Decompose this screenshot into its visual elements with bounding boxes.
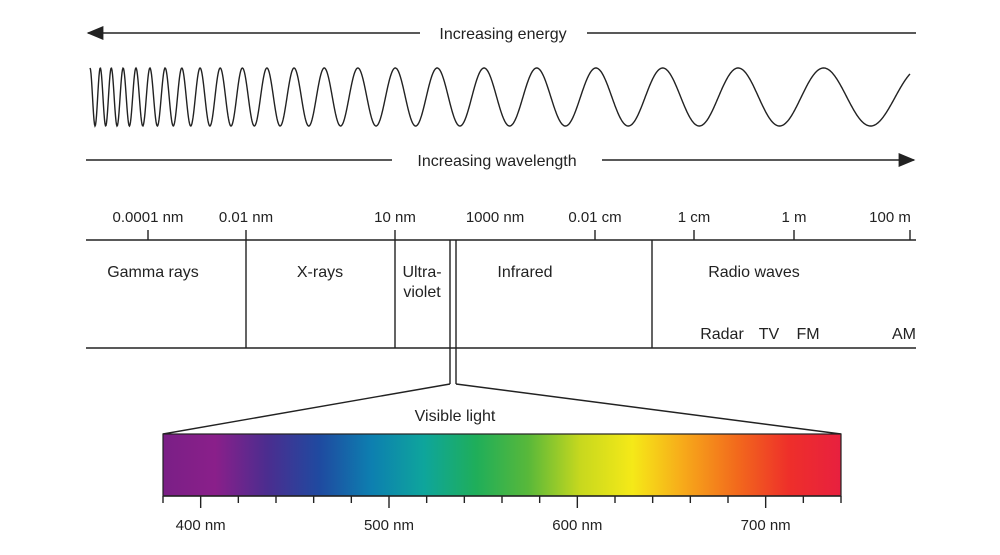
tick-label-1: 0.01 nm: [219, 209, 273, 226]
band-radio: Radio waves: [708, 264, 800, 281]
radio-subband-tv: TV: [759, 326, 780, 343]
visible-tick-label-700: 700 nm: [741, 517, 791, 534]
wavelength-arrow: Increasing wavelength: [86, 153, 916, 170]
tick-label-4: 0.01 cm: [568, 209, 621, 226]
band-uv-line1: Ultra-: [402, 264, 441, 281]
energy-arrow: Increasing energy: [86, 26, 916, 43]
tick-label-3: 1000 nm: [466, 209, 524, 226]
tick-label-2: 10 nm: [374, 209, 416, 226]
radio-subband-fm: FM: [796, 326, 819, 343]
visible-spectrum-bar: [162, 433, 842, 497]
band-xrays: X-rays: [297, 264, 343, 281]
radio-subband-am: AM: [892, 326, 916, 343]
tick-label-0: 0.0001 nm: [113, 209, 184, 226]
band-gamma: Gamma rays: [107, 264, 199, 281]
visible-zoom-lines: [162, 383, 842, 435]
tick-label-7: 100 m: [869, 209, 911, 226]
em-wave: [89, 66, 911, 128]
visible-tick-label-400: 400 nm: [176, 517, 226, 534]
visible-scale-ticks: [162, 496, 842, 508]
band-uv-line2: violet: [403, 284, 441, 301]
visible-tick-label-600: 600 nm: [552, 517, 602, 534]
band-infrared: Infrared: [497, 264, 552, 281]
wavelength-label: Increasing wavelength: [417, 153, 576, 170]
tick-label-6: 1 m: [781, 209, 806, 226]
scale-tick-labels: 0.0001 nm 0.01 nm 10 nm 1000 nm 0.01 cm …: [113, 209, 911, 226]
visible-light-label: Visible light: [415, 408, 496, 425]
energy-label: Increasing energy: [439, 26, 566, 43]
radio-subband-radar: Radar: [700, 326, 744, 343]
visible-scale: 400 nm 500 nm 600 nm 700 nm: [162, 495, 842, 534]
tick-label-5: 1 cm: [678, 209, 711, 226]
band-table: [86, 230, 916, 384]
visible-tick-label-500: 500 nm: [364, 517, 414, 534]
